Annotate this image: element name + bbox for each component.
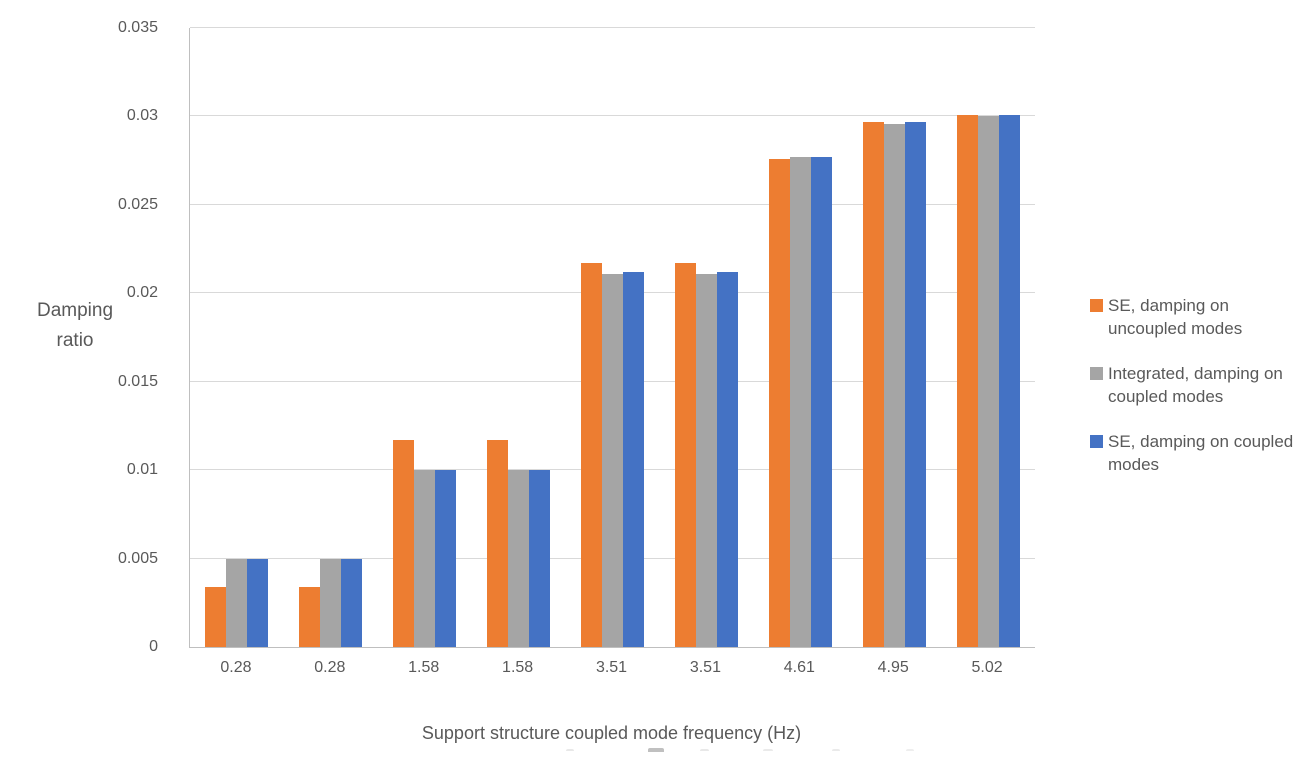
- bar-se-damping-on-uncoupled-modes: [674, 263, 696, 647]
- bar-se-damping-on-coupled-modes: [904, 121, 926, 647]
- legend-item: SE, damping on coupled modes: [1090, 430, 1294, 476]
- bar-se-damping-on-coupled-modes: [341, 558, 363, 647]
- bar-groups: [190, 28, 1035, 647]
- bar-group: [941, 28, 1035, 647]
- bar-integrated-damping-on-coupled-modes: [977, 116, 999, 647]
- x-axis-tick-labels: 0.28 0.28 1.58 1.58 3.51 3.51 4.61 4.95 5.02: [189, 659, 1034, 677]
- x-tick-label: 1.58: [502, 659, 534, 676]
- bar-group: [284, 28, 378, 647]
- bar-se-damping-on-uncoupled-modes: [862, 121, 884, 647]
- bar-se-damping-on-uncoupled-modes: [393, 440, 415, 647]
- bar-group: [753, 28, 847, 647]
- y-axis-title: Damping ratio: [36, 300, 114, 351]
- bar-se-damping-on-uncoupled-modes: [299, 586, 321, 647]
- bar-se-damping-on-uncoupled-modes: [956, 114, 978, 647]
- bar-group: [472, 28, 566, 647]
- bar-group: [659, 28, 753, 647]
- y-tick-label: 0.005: [117, 549, 158, 567]
- bar-integrated-damping-on-coupled-modes: [883, 123, 905, 647]
- bar-se-damping-on-coupled-modes: [998, 114, 1020, 647]
- x-axis-title: Support structure coupled mode frequency…: [421, 723, 802, 743]
- bar-group: [378, 28, 472, 647]
- y-tick-label: 0: [149, 638, 158, 655]
- bar-integrated-damping-on-coupled-modes: [226, 558, 248, 647]
- legend: SE, damping on uncoupled modes Integrated…: [1090, 294, 1294, 498]
- x-tick-label: 5.02: [971, 659, 1003, 676]
- gridline: [190, 115, 1035, 117]
- bar-se-damping-on-coupled-modes: [529, 470, 551, 647]
- bar-group: [847, 28, 941, 647]
- bar-integrated-damping-on-coupled-modes: [789, 157, 811, 647]
- legend-swatch-icon: [1090, 299, 1103, 312]
- x-tick-label: 1.58: [408, 659, 440, 676]
- legend-item: SE, damping on uncoupled modes: [1090, 294, 1294, 340]
- legend-swatch-icon: [1090, 435, 1103, 448]
- bar-se-damping-on-coupled-modes: [435, 470, 457, 647]
- y-tick-label: 0.03: [126, 107, 158, 125]
- bar-integrated-damping-on-coupled-modes: [320, 558, 342, 647]
- y-tick-label: 0.015: [117, 372, 158, 390]
- gridline: [190, 203, 1035, 205]
- bar-integrated-damping-on-coupled-modes: [414, 470, 436, 647]
- gridline: [190, 27, 1035, 28]
- legend-label: SE, damping on coupled modes: [1108, 432, 1294, 474]
- bar-group: [190, 28, 284, 647]
- x-tick-label: 0.28: [314, 659, 346, 676]
- bar-group: [566, 28, 660, 647]
- plot-area: [189, 27, 1035, 648]
- bar-integrated-damping-on-coupled-modes: [508, 470, 530, 647]
- bar-se-damping-on-uncoupled-modes: [205, 586, 227, 647]
- bar-se-damping-on-coupled-modes: [623, 272, 644, 647]
- bar-integrated-damping-on-coupled-modes: [695, 273, 717, 647]
- x-tick-label: 0.28: [220, 659, 252, 676]
- y-tick-label: 0.035: [117, 19, 158, 36]
- legend-item: Integrated, damping on coupled modes: [1090, 362, 1294, 408]
- x-tick-label: 4.61: [783, 659, 815, 676]
- bar-se-damping-on-uncoupled-modes: [487, 440, 509, 647]
- legend-label: Integrated, damping on coupled modes: [1108, 364, 1283, 406]
- y-tick-label: 0.01: [126, 461, 158, 479]
- y-axis-tick-labels: 0 0.005 0.01 0.015 0.02 0.025 0.03 0.035: [40, 19, 172, 655]
- bar-se-damping-on-uncoupled-modes: [581, 263, 602, 647]
- bar-se-damping-on-coupled-modes: [810, 157, 832, 647]
- x-tick-label: 3.51: [689, 659, 721, 676]
- y-tick-label: 0.025: [117, 195, 158, 213]
- legend-label: SE, damping on uncoupled modes: [1108, 296, 1243, 338]
- x-tick-label: 3.51: [595, 659, 628, 676]
- legend-swatch-icon: [1090, 367, 1103, 380]
- bar-integrated-damping-on-coupled-modes: [602, 273, 623, 647]
- bar-se-damping-on-coupled-modes: [716, 272, 738, 647]
- bar-se-damping-on-coupled-modes: [247, 558, 269, 647]
- bar-se-damping-on-uncoupled-modes: [768, 158, 790, 647]
- x-tick-label: 4.95: [877, 659, 909, 676]
- y-tick-label: 0.02: [126, 284, 158, 302]
